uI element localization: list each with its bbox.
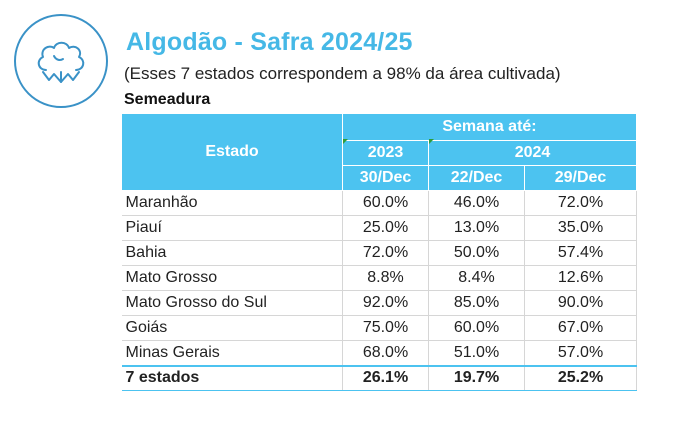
cell-value: 90.0% [524,290,637,316]
date-header: 22/Dec [428,165,525,191]
cell-value: 85.0% [428,290,525,316]
cotton-logo [14,14,108,108]
total-row: 7 estados 26.1% 19.7% 25.2% [121,364,637,391]
table-row: Minas Gerais 68.0% 51.0% 57.0% [121,340,637,366]
cell-value: 51.0% [428,340,525,366]
page-title: Algodão - Safra 2024/25 [126,28,413,56]
cell-value: 57.0% [524,340,637,366]
cell-value: 35.0% [524,215,637,241]
table-row: Mato Grosso 8.8% 8.4% 12.6% [121,265,637,291]
year-header-2024: 2024 [428,140,637,166]
cell-value: 46.0% [428,190,525,216]
year-header-2023: 2023 [342,140,429,166]
cell-value: 60.0% [342,190,429,216]
cell-value-total: 25.2% [524,364,637,391]
date-header: 29/Dec [524,165,637,191]
cell-value: 8.8% [342,265,429,291]
cell-comment-marker [343,139,348,144]
column-header-estado: Estado [121,113,343,191]
cell-value: 72.0% [524,190,637,216]
cell-estado: Bahia [121,240,343,266]
cell-estado: Goiás [121,315,343,341]
cell-value: 67.0% [524,315,637,341]
table-row: Bahia 72.0% 50.0% 57.4% [121,240,637,266]
cell-estado: Minas Gerais [121,340,343,366]
table-row: Goiás 75.0% 60.0% 67.0% [121,315,637,341]
cell-estado: Mato Grosso [121,265,343,291]
cell-estado: Mato Grosso do Sul [121,290,343,316]
section-title: Semeadura [124,91,211,108]
group-header-semana: Semana até: [342,113,637,141]
cell-estado: Piauí [121,215,343,241]
cell-estado-total: 7 estados [121,364,343,391]
cell-value: 92.0% [342,290,429,316]
table-row: Maranhão 60.0% 46.0% 72.0% [121,190,637,216]
cell-value-total: 26.1% [342,364,429,391]
cell-value: 12.6% [524,265,637,291]
cell-value: 25.0% [342,215,429,241]
date-header: 30/Dec [342,165,429,191]
table-row: Piauí 25.0% 13.0% 35.0% [121,215,637,241]
cell-value: 72.0% [342,240,429,266]
cell-value: 50.0% [428,240,525,266]
cell-value: 57.4% [524,240,637,266]
semeadura-table: Estado Semana até: 2023 2024 30/Dec 22/D… [121,113,637,391]
page-subtitle: (Esses 7 estados correspondem a 98% da á… [124,64,561,83]
cell-value: 8.4% [428,265,525,291]
cell-estado: Maranhão [121,190,343,216]
cell-value: 13.0% [428,215,525,241]
cell-value: 60.0% [428,315,525,341]
cell-value: 75.0% [342,315,429,341]
cell-comment-marker [429,139,434,144]
cell-value-total: 19.7% [428,364,525,391]
table-row: Mato Grosso do Sul 92.0% 85.0% 90.0% [121,290,637,316]
cell-value: 68.0% [342,340,429,366]
cotton-icon [37,41,85,83]
